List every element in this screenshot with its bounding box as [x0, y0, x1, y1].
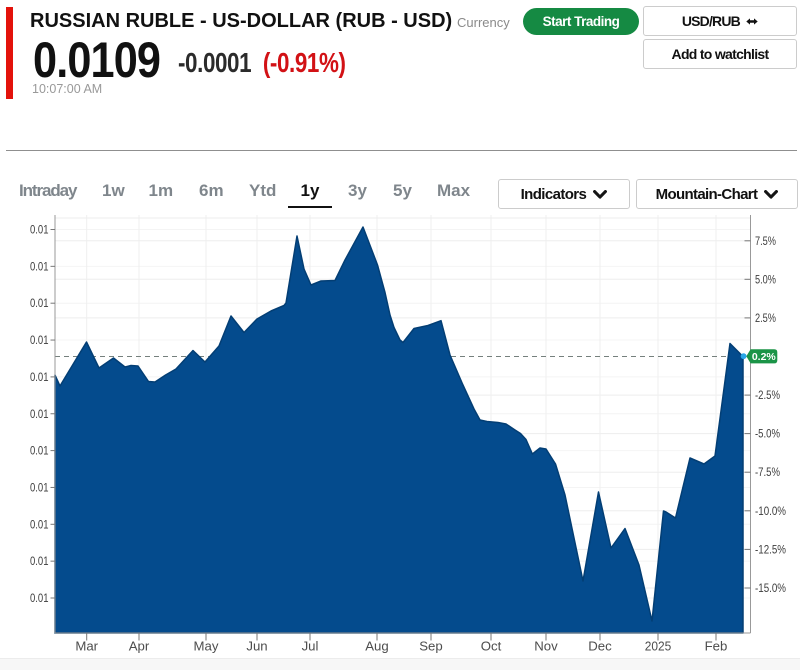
svg-text:Jun: Jun	[246, 639, 267, 654]
svg-text:-5.0%: -5.0%	[755, 427, 780, 441]
svg-text:7.5%: 7.5%	[755, 234, 776, 248]
svg-text:-7.5%: -7.5%	[755, 465, 780, 479]
svg-text:0.01: 0.01	[30, 259, 49, 273]
svg-text:0.2%: 0.2%	[752, 351, 777, 363]
svg-text:0.01: 0.01	[30, 370, 49, 384]
svg-text:-10.0%: -10.0%	[755, 504, 786, 518]
svg-text:-12.5%: -12.5%	[755, 542, 786, 556]
svg-text:Oct: Oct	[481, 639, 502, 654]
svg-text:0.01: 0.01	[30, 333, 49, 347]
svg-text:Nov: Nov	[534, 639, 558, 654]
svg-text:5.0%: 5.0%	[755, 272, 776, 286]
svg-text:0.01: 0.01	[30, 591, 49, 605]
svg-text:2025: 2025	[645, 639, 672, 654]
svg-text:0.01: 0.01	[30, 517, 49, 531]
svg-text:0.01: 0.01	[30, 444, 49, 458]
svg-text:Apr: Apr	[129, 639, 150, 654]
svg-text:Mar: Mar	[75, 639, 98, 654]
svg-text:Jul: Jul	[302, 639, 319, 654]
svg-text:0.01: 0.01	[30, 554, 49, 568]
svg-text:-2.5%: -2.5%	[755, 388, 780, 402]
svg-text:Feb: Feb	[705, 639, 728, 654]
svg-text:0.01: 0.01	[30, 296, 49, 310]
svg-text:0.01: 0.01	[30, 480, 49, 494]
svg-text:2.5%: 2.5%	[755, 311, 776, 325]
svg-text:Sep: Sep	[419, 639, 442, 654]
svg-text:-15.0%: -15.0%	[755, 581, 786, 595]
svg-text:Aug: Aug	[365, 639, 388, 654]
svg-text:May: May	[194, 639, 219, 654]
svg-text:0.01: 0.01	[30, 223, 49, 237]
svg-text:Dec: Dec	[588, 639, 612, 654]
svg-text:0.01: 0.01	[30, 407, 49, 421]
